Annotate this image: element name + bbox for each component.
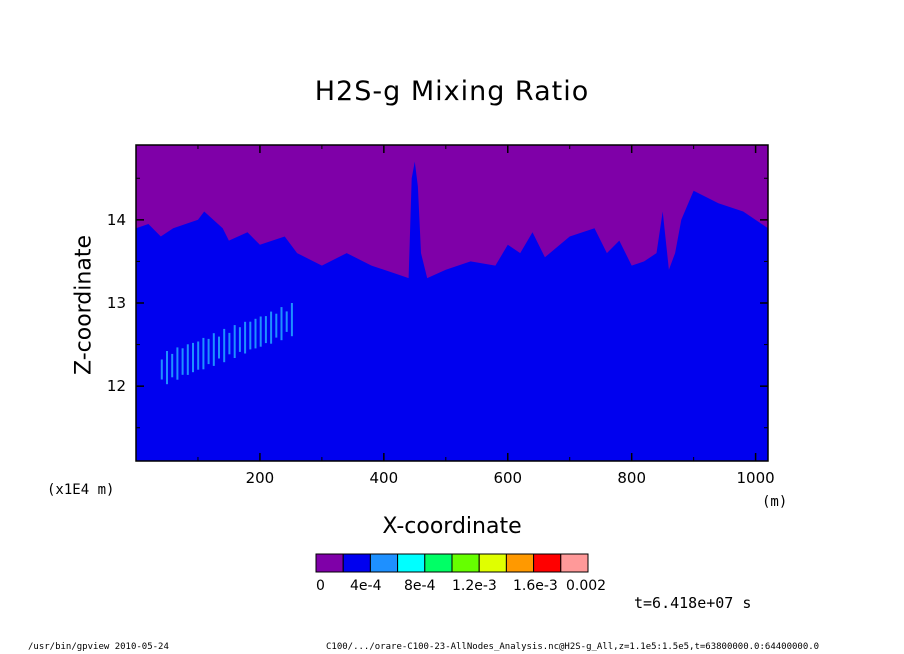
x-tick-label: 600: [493, 469, 522, 487]
region-streak: [207, 338, 210, 365]
colorbar-label: 4e-4: [350, 578, 382, 594]
region-streak: [254, 318, 257, 349]
y-tick-label: 13: [107, 294, 126, 312]
y-tick-label: 12: [107, 377, 126, 395]
colorbar-swatch: [505, 553, 535, 573]
region-streak: [202, 337, 205, 370]
y-tick-label: 14: [107, 211, 126, 229]
colorbar-swatch: [424, 553, 453, 573]
colorbar-swatch: [315, 553, 344, 573]
region-streak: [244, 321, 247, 354]
x-tick-label: 1000: [737, 469, 775, 487]
footer-source: C100/.../orare-C100-23-AllNodes_Analysis…: [326, 642, 820, 652]
region-streak: [275, 313, 278, 338]
region-streak: [223, 328, 226, 363]
colorbar: 0 4e-4 8e-4 1.2e-3 1.6e-3 0.002: [315, 553, 606, 594]
time-label: t=6.418e+07 s: [634, 594, 752, 612]
region-streak: [212, 333, 215, 366]
region-streak: [264, 316, 267, 344]
colorbar-label: 0.002: [566, 578, 606, 594]
footer-program: /usr/bin/gpview 2010-05-24: [28, 642, 169, 652]
region-streak: [181, 348, 184, 375]
colorbar-swatch: [560, 553, 589, 573]
region-streak: [249, 321, 252, 350]
region-streak: [176, 347, 179, 380]
y-axis-label: Z-coordinate: [71, 235, 97, 375]
colorbar-label: 1.2e-3: [452, 578, 497, 594]
region-streak: [270, 311, 273, 344]
y-scale-label: (x1E4 m): [47, 482, 115, 498]
colorbar-swatch: [451, 553, 480, 573]
x-axis-label: X-coordinate: [382, 514, 522, 539]
colorbar-swatch: [342, 553, 371, 573]
colorbar-label: 8e-4: [404, 578, 436, 594]
region-streak: [285, 311, 288, 332]
region-streak: [238, 327, 241, 352]
region-streak: [197, 341, 200, 370]
region-streak: [218, 336, 220, 359]
x-tick-label: 200: [246, 469, 275, 487]
x-unit-label: (m): [762, 494, 788, 510]
axes: 200 400 600 800 1000 12 13 14: [107, 144, 775, 487]
plot-area: [136, 145, 768, 461]
region-streak: [280, 307, 283, 341]
region-streak: [259, 316, 262, 347]
region-streak: [290, 303, 293, 337]
colorbar-swatch: [533, 553, 562, 573]
region-streak: [192, 342, 194, 373]
region-lower: [136, 161, 768, 461]
colorbar-swatch: [369, 553, 399, 573]
colorbar-swatch: [397, 553, 426, 573]
region-streak: [233, 325, 236, 358]
region-streak: [166, 351, 168, 385]
colorbar-swatch: [478, 553, 507, 573]
x-tick-label: 800: [617, 469, 646, 487]
region-streak: [171, 353, 174, 378]
region-streak: [186, 344, 189, 375]
chart-title: H2S-g Mixing Ratio: [314, 76, 590, 107]
colorbar-label: 1.6e-3: [513, 578, 558, 594]
colorbar-label: 0: [316, 578, 325, 594]
region-streak: [160, 359, 163, 380]
region-streak: [228, 332, 231, 355]
x-tick-label: 400: [370, 469, 399, 487]
